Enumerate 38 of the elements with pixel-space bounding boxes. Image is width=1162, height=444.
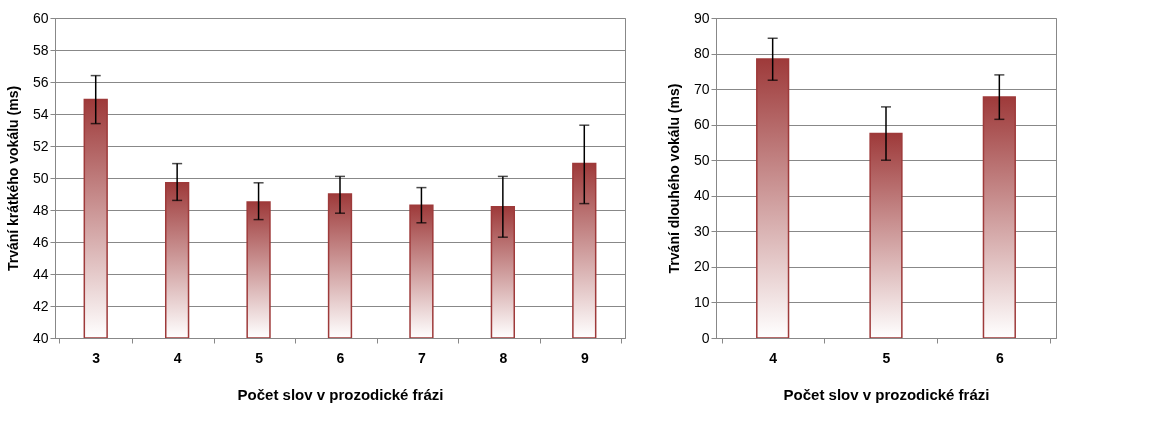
y-tick-label: 10	[693, 293, 710, 310]
bar	[756, 58, 790, 338]
y-tick-label: 40	[32, 329, 49, 346]
x-tick-label: 6	[336, 349, 345, 366]
y-tick-label: 42	[32, 297, 49, 314]
y-tick-label: 30	[693, 222, 710, 239]
y-tick-label: 58	[32, 41, 49, 58]
bar	[982, 96, 1016, 338]
x-axis-title: Počet slov v prozodické frázi	[237, 385, 444, 403]
bar	[869, 132, 903, 338]
x-tick-label: 8	[499, 349, 508, 366]
x-tick-label: 7	[418, 349, 427, 366]
y-tick-label: 20	[693, 258, 710, 275]
y-tick-label: 54	[32, 105, 49, 122]
x-tick-label: 6	[995, 349, 1004, 366]
y-tick-label: 46	[32, 233, 49, 250]
y-tick-label: 56	[32, 73, 49, 90]
y-tick-label: 50	[693, 151, 710, 168]
y-tick-label: 60	[32, 9, 49, 26]
x-axis-title: Počet slov v prozodické frázi	[783, 385, 990, 403]
x-tick-label: 5	[882, 349, 891, 366]
y-axis-title: Trvání krátkého vokálu (ms)	[4, 85, 21, 272]
y-tick-label: 80	[693, 45, 710, 62]
x-tick-label: 5	[255, 349, 264, 366]
x-tick-label: 4	[173, 349, 182, 366]
y-tick-label: 70	[693, 80, 710, 97]
y-tick-label: 44	[32, 265, 49, 282]
y-tick-label: 50	[32, 169, 49, 186]
y-tick-label: 48	[32, 201, 49, 218]
y-tick-label: 40	[693, 187, 710, 204]
y-tick-label: 90	[693, 9, 710, 26]
y-tick-label: 0	[701, 329, 710, 346]
x-tick-label: 9	[580, 349, 589, 366]
x-tick-label: 4	[769, 349, 778, 366]
x-tick-label: 3	[92, 349, 101, 366]
y-axis-title: Trvání dlouhého vokálu (ms)	[665, 83, 682, 274]
y-tick-label: 60	[693, 116, 710, 133]
y-tick-label: 52	[32, 137, 49, 154]
